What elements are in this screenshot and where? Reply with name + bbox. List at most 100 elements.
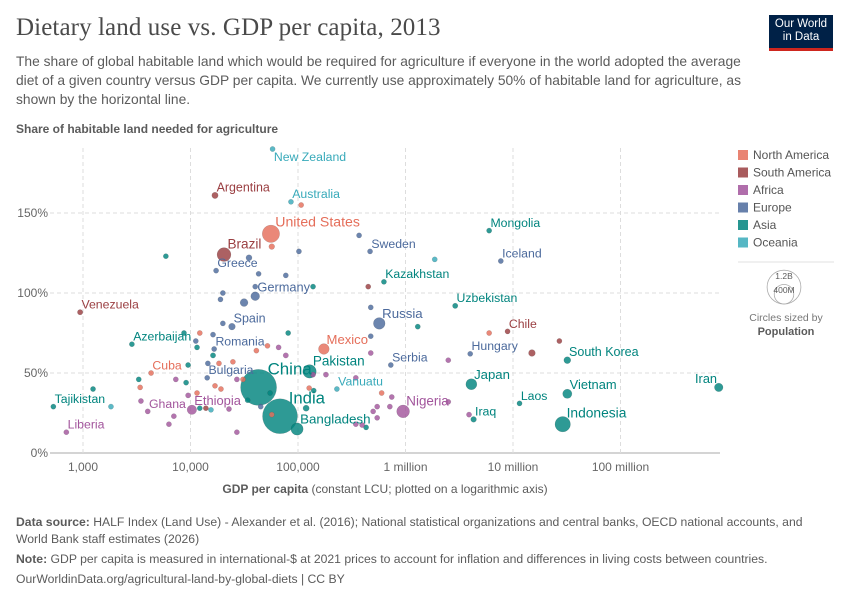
legend-label: Oceania xyxy=(753,236,798,250)
point-vanuatu xyxy=(334,386,340,392)
data-point xyxy=(386,403,393,410)
data-point xyxy=(352,374,359,381)
legend-swatch xyxy=(738,237,748,248)
point-ethiopia xyxy=(186,404,197,415)
point-venezuela xyxy=(77,309,84,316)
data-point xyxy=(192,338,199,344)
point-new-zealand xyxy=(269,146,276,152)
point-label: Ethiopia xyxy=(194,393,241,408)
point-south-korea xyxy=(563,356,572,364)
data-point xyxy=(378,390,385,396)
logo-line-2: in Data xyxy=(782,31,820,43)
data-point xyxy=(210,352,216,359)
point-label: Kazakhstan xyxy=(385,267,449,281)
data-point xyxy=(388,394,395,400)
data-point xyxy=(282,272,289,279)
data-point xyxy=(466,411,472,418)
legend-item-north-america[interactable]: North America xyxy=(738,148,829,162)
legend-item-oceania[interactable]: Oceania xyxy=(738,236,798,250)
data-point xyxy=(245,254,253,262)
point-label: Brazil xyxy=(227,236,261,251)
data-source: Data source: HALF Index (Land Use) - Ale… xyxy=(16,514,826,548)
point-label: Germany xyxy=(257,280,310,295)
point-serbia xyxy=(387,362,394,368)
scatter-chart: Share of habitable land needed for agric… xyxy=(16,122,834,496)
data-point xyxy=(90,386,96,392)
data-point xyxy=(431,256,438,263)
data-point xyxy=(374,403,381,410)
data-point xyxy=(285,330,292,336)
point-label: Nigeria xyxy=(406,394,449,409)
owid-logo[interactable]: Our World in Data xyxy=(769,15,833,51)
data-point xyxy=(275,344,282,351)
data-point xyxy=(138,398,144,404)
legend-label: Asia xyxy=(753,218,777,232)
note-text: GDP per capita is measured in internatio… xyxy=(47,552,768,566)
note: Note: GDP per capita is measured in inte… xyxy=(16,551,826,568)
source-url[interactable]: OurWorldinData.org/agricultural-land-by-… xyxy=(16,572,345,586)
x-tick-label: 10 million xyxy=(488,460,539,474)
data-point xyxy=(196,405,203,412)
point-iraq xyxy=(470,416,477,423)
legend-item-europe[interactable]: Europe xyxy=(738,201,792,215)
data-point xyxy=(367,350,374,356)
point-greece xyxy=(213,267,219,274)
data-point xyxy=(108,403,114,410)
legend-swatch xyxy=(738,185,748,195)
legend-item-asia[interactable]: Asia xyxy=(738,218,777,232)
x-tick-label: 10,000 xyxy=(172,460,209,474)
point-label: Laos xyxy=(521,389,548,403)
data-point xyxy=(234,376,240,383)
data-point xyxy=(486,330,493,336)
data-point xyxy=(208,406,214,413)
chart-subtitle: The share of global habitable land which… xyxy=(16,54,741,107)
size-legend: 1.2B 400M Circles sized by Population xyxy=(749,269,824,338)
legend-swatch xyxy=(738,202,748,213)
data-point xyxy=(352,421,359,428)
point-label: Mongolia xyxy=(490,216,540,230)
data-point xyxy=(268,411,275,418)
x-tick-label: 1,000 xyxy=(68,460,98,474)
data-point xyxy=(528,349,536,357)
data-point xyxy=(203,405,209,412)
data-point xyxy=(310,371,316,378)
point-bulgaria xyxy=(204,374,211,381)
point-russia xyxy=(373,317,386,330)
legend-item-south-america[interactable]: South America xyxy=(738,166,831,180)
point-label: Serbia xyxy=(392,350,428,364)
data-point xyxy=(137,384,143,391)
data-point xyxy=(196,330,203,336)
data-point xyxy=(445,357,452,364)
data-source-label: Data source: xyxy=(16,515,90,529)
y-tick-label: 100% xyxy=(17,286,48,300)
point-label: Hungary xyxy=(472,339,519,353)
x-axis-title-rest: (constant LCU; plotted on a logarithmic … xyxy=(308,482,547,496)
size-legend-variable: Population xyxy=(758,326,815,338)
x-tick-label: 100,000 xyxy=(276,460,320,474)
data-point xyxy=(230,358,236,365)
point-indonesia xyxy=(554,416,571,433)
point-bangladesh xyxy=(290,422,304,436)
point-label: Romania xyxy=(215,334,264,348)
legend-swatch xyxy=(738,167,748,178)
point-label: Bulgaria xyxy=(208,363,253,377)
point-label: Bangladesh xyxy=(300,411,370,426)
point-iran xyxy=(714,382,724,392)
data-point xyxy=(218,386,224,392)
x-axis-title: GDP per capita (constant LCU; plotted on… xyxy=(222,482,547,496)
data-point xyxy=(306,385,313,391)
legend-label: Africa xyxy=(753,183,784,197)
point-label: Australia xyxy=(292,187,340,201)
footer: Data source: HALF Index (Land Use) - Ale… xyxy=(16,514,826,591)
point-label: Greece xyxy=(217,256,257,270)
data-point xyxy=(359,422,365,428)
point-label: Indonesia xyxy=(567,405,627,421)
point-label: Ghana xyxy=(149,397,186,411)
point-label: Azerbaijan xyxy=(133,330,191,344)
point-hungary xyxy=(467,350,474,357)
data-point xyxy=(210,331,216,338)
legend-item-africa[interactable]: Africa xyxy=(738,183,784,197)
data-point xyxy=(172,376,179,383)
data-point xyxy=(255,270,262,277)
point-label: Chile xyxy=(509,317,537,331)
